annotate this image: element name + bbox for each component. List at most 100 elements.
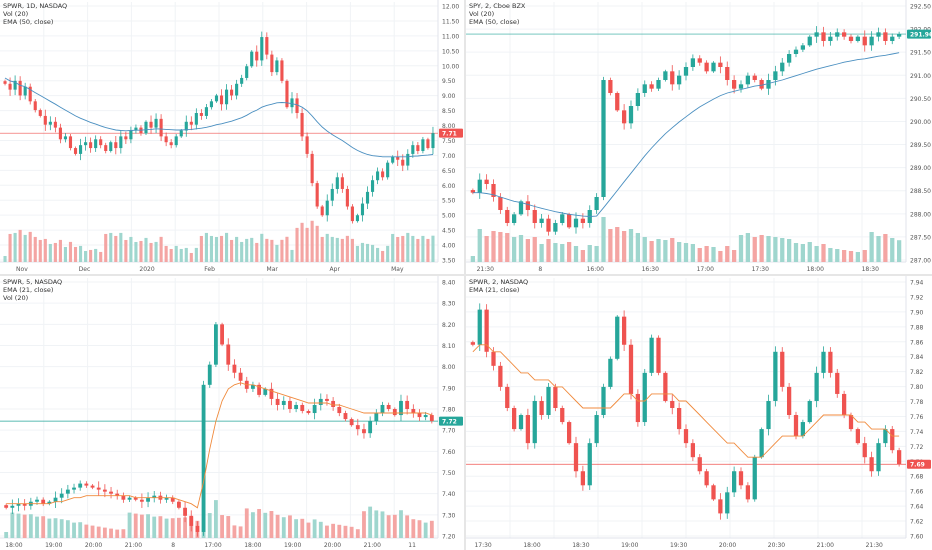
x-tick-label: 20:00 xyxy=(324,542,341,549)
chart-panel-spwr-2min[interactable]: 7.94 7.92 7.90 7.88 7.86 7.84 7.82 7.80 7.78 7.76… xyxy=(466,276,932,550)
volume-bar xyxy=(199,235,203,262)
candle-body xyxy=(704,471,709,486)
y-tick-label: 7.74 xyxy=(910,429,924,436)
horizontal-divider[interactable] xyxy=(0,274,932,276)
last-price-tag: 291.96 xyxy=(907,29,932,39)
candle-body xyxy=(896,450,902,465)
candle-body xyxy=(601,80,606,197)
candle-body xyxy=(376,171,380,181)
volume-bar xyxy=(539,244,544,262)
y-tick-label: 7.60 xyxy=(442,449,456,456)
volume-bar xyxy=(41,516,46,538)
volume-bar xyxy=(8,233,12,262)
candle-body xyxy=(683,429,689,444)
volume-bar xyxy=(280,239,284,262)
chart-canvas[interactable]: 7.94 7.92 7.90 7.88 7.86 7.84 7.82 7.80 7.78 7.76… xyxy=(466,276,932,550)
chart-canvas[interactable]: 292.50292.00291.50291.00290.50290.00289.… xyxy=(466,0,932,274)
candle-body xyxy=(431,133,435,149)
candle-body xyxy=(745,75,751,85)
volume-bar xyxy=(275,514,280,538)
volume-bar xyxy=(53,242,57,262)
candle-body xyxy=(621,110,627,124)
candle-body xyxy=(121,495,126,500)
volume-bar xyxy=(318,521,323,538)
chart-panel-spwr-daily[interactable]: 12.00 11.50 11.00 10.50 10.00 9.50 9.00 8.50 8.0… xyxy=(0,0,464,274)
candle-body xyxy=(690,443,696,458)
volume-bar xyxy=(431,235,435,262)
volume-bar xyxy=(690,244,696,262)
volume-indicator-label[interactable]: Vol (20) xyxy=(469,10,495,18)
volume-indicator-label[interactable]: Vol (20) xyxy=(3,10,29,18)
candle-body xyxy=(349,419,354,426)
candle-body xyxy=(697,58,702,63)
y-tick-label: 287.00 xyxy=(910,258,931,265)
symbol-title[interactable]: SPWR, 5, NASDAQ xyxy=(3,278,63,286)
y-tick-label: 5.50 xyxy=(442,198,456,205)
chart-panel-spy-2min[interactable]: 292.50292.00291.50291.00290.50290.00289.… xyxy=(466,0,932,274)
candle-body xyxy=(224,89,229,105)
volume-bar xyxy=(601,217,606,262)
volume-bar xyxy=(848,251,854,262)
ema-indicator-label[interactable]: EMA (50, close) xyxy=(3,18,54,26)
y-tick-label: 9.00 xyxy=(442,93,456,100)
x-tick-label: May xyxy=(391,266,404,273)
volume-bar xyxy=(305,227,309,262)
candle-body xyxy=(220,324,224,345)
candle-body xyxy=(337,406,342,414)
volume-bar xyxy=(608,229,613,262)
candle-body xyxy=(149,121,153,128)
volume-bar xyxy=(58,239,62,262)
volume-bar xyxy=(220,515,224,538)
ema-indicator-label[interactable]: EMA (50, close) xyxy=(469,18,520,26)
candle-body xyxy=(766,80,771,89)
chart-canvas[interactable]: 8.40 8.30 8.20 8.10 8.00 7.90 7.80 7.70 7.60 7.50… xyxy=(0,276,464,550)
volume-bar xyxy=(78,245,83,262)
x-tick-label: 21:00 xyxy=(817,542,834,549)
volume-bar xyxy=(340,238,344,262)
candle-body xyxy=(285,80,289,108)
symbol-title[interactable]: SPY, 2, Cboe BZX xyxy=(469,2,526,10)
candle-body xyxy=(580,471,586,486)
y-tick-label: 289.00 xyxy=(910,165,931,172)
symbol-title[interactable]: SPWR, 1D, NASDAQ xyxy=(3,2,68,10)
y-tick-label: 8.40 xyxy=(442,280,456,287)
candle-body xyxy=(340,177,344,189)
candle-body xyxy=(275,398,280,405)
x-tick-label: 18:00 xyxy=(244,542,261,549)
candle-body xyxy=(104,145,108,151)
candle-body xyxy=(491,184,496,197)
chart-legend: SPWR, 1D, NASDAQ Vol (20) EMA (50, close… xyxy=(3,2,67,26)
candle-body xyxy=(773,71,778,80)
candle-body xyxy=(146,497,150,502)
candle-body xyxy=(305,136,309,154)
volume-bar xyxy=(290,249,294,262)
volume-indicator-label[interactable]: Vol (20) xyxy=(3,294,29,302)
candle-body xyxy=(53,121,57,128)
volume-bar xyxy=(587,245,592,262)
candle-body xyxy=(189,515,194,526)
candle-body xyxy=(498,365,503,387)
ema-indicator-label[interactable]: EMA (21, close) xyxy=(469,286,520,294)
symbol-title[interactable]: SPWR, 2, NASDAQ xyxy=(469,278,529,286)
ema-indicator-label[interactable]: EMA (21, close) xyxy=(3,286,54,294)
volume-bar xyxy=(386,515,391,538)
chart-panel-spwr-5min[interactable]: 8.40 8.30 8.20 8.10 8.00 7.90 7.80 7.70 7.60 7.50… xyxy=(0,276,464,550)
chart-canvas[interactable]: 12.00 11.50 11.00 10.50 10.00 9.50 9.00 8.50 8.0… xyxy=(0,0,464,274)
volume-bar xyxy=(306,522,311,538)
volume-bar xyxy=(38,239,42,262)
candle-body xyxy=(325,200,329,216)
candle-body xyxy=(416,145,420,151)
candle-body xyxy=(642,372,647,423)
candle-body xyxy=(58,127,62,140)
candle-body xyxy=(330,188,334,201)
volume-bar xyxy=(115,529,120,538)
candle-body xyxy=(89,142,93,149)
volume-bar xyxy=(745,233,751,262)
y-tick-label: 7.76 xyxy=(910,414,924,421)
volume-bar xyxy=(381,250,385,262)
volume-bar xyxy=(780,238,785,262)
volume-bar xyxy=(230,239,234,262)
volume-bar xyxy=(890,238,895,262)
volume-bar xyxy=(773,237,778,262)
candle-body xyxy=(250,51,254,67)
